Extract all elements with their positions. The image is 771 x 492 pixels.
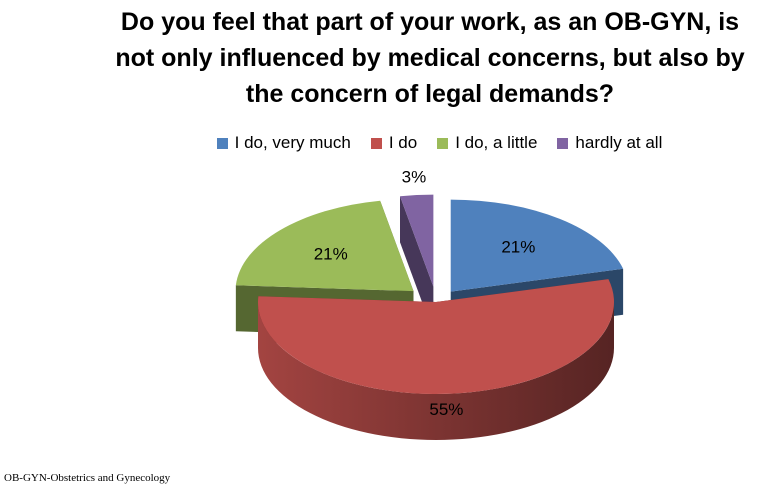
pie-slice-wall-i-do (258, 302, 614, 440)
legend-item-hardly: hardly at all (557, 133, 662, 153)
data-label-very-much: 21% (501, 237, 535, 256)
data-label-i-do: 55% (429, 400, 463, 419)
pie-slice-top-i-do (258, 279, 615, 395)
footnote: OB-GYN-Obstetrics and Gynecology (4, 472, 171, 484)
legend-label-very-much: I do, very much (234, 133, 351, 152)
data-label-a-little: 21% (314, 244, 348, 263)
legend-item-i-do: I do (370, 133, 418, 153)
chart-title-line-1: Do you feel that part of your work, as a… (120, 8, 740, 36)
chart-title-line-2: not only influenced by medical concerns,… (115, 44, 745, 72)
chart-title-line-3: the concern of legal demands? (245, 80, 615, 108)
data-label-hardly: 3% (402, 167, 427, 186)
pie-slice-i-do (258, 279, 615, 440)
chart-title: Do you feel that part of your work, as a… (90, 4, 770, 112)
pie-slice-side-hardly-start (400, 196, 434, 333)
pie-slice-top-very-much (450, 199, 624, 292)
legend-item-a-little: I do, a little (437, 133, 537, 153)
pie-slice-hardly (400, 194, 434, 333)
legend-swatch-a-little (437, 137, 449, 149)
legend-swatch-i-do (370, 137, 382, 149)
legend-label-a-little: I do, a little (455, 133, 538, 152)
chart-legend: I do, very much I do I do, a little hard… (0, 133, 771, 153)
pie-slice-top-hardly (400, 194, 434, 287)
pie-slice-top-a-little (235, 200, 414, 292)
legend-label-hardly: hardly at all (575, 133, 663, 152)
legend-swatch-very-much (216, 137, 228, 149)
legend-label-i-do: I do (388, 133, 418, 152)
legend-item-very-much: I do, very much (216, 133, 351, 153)
legend-swatch-hardly (557, 137, 569, 149)
pie-chart: 21% 55% 21% 3% (235, 167, 624, 440)
